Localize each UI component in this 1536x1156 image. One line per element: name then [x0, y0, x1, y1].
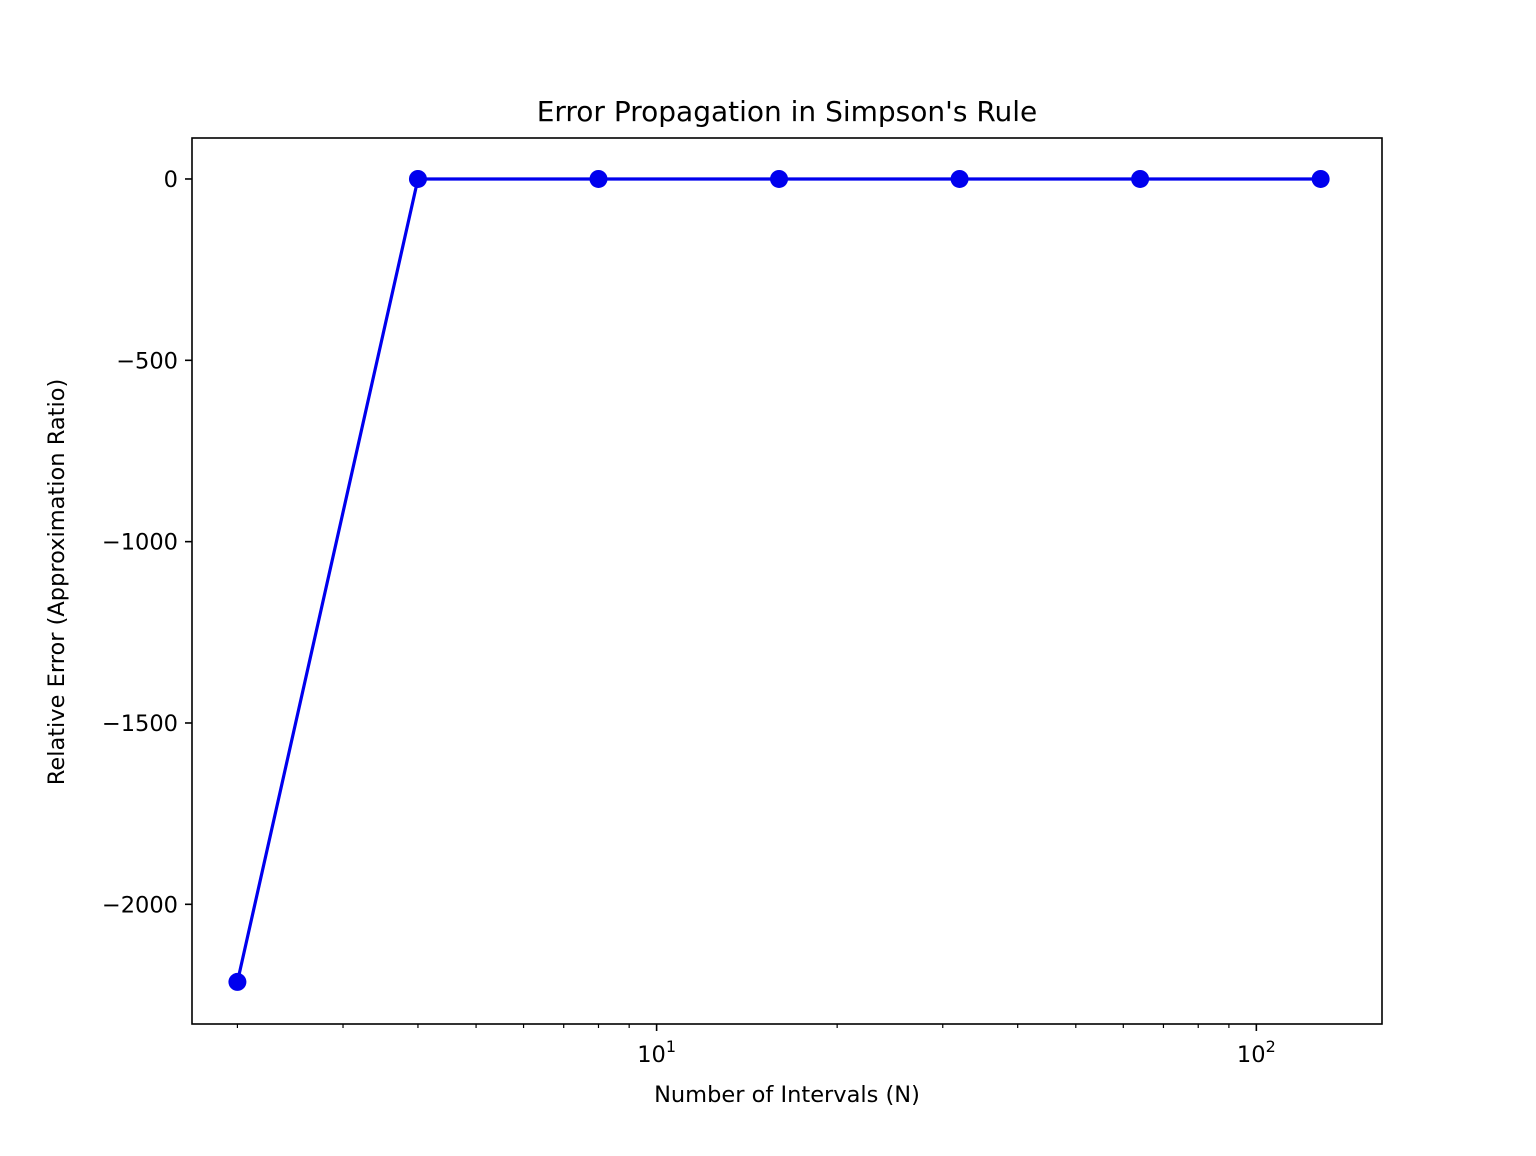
- data-point: [228, 972, 247, 991]
- x-tick-label: 101: [637, 1037, 676, 1068]
- x-axis: 101 102: [236, 1024, 1276, 1068]
- plot-area: [228, 169, 1330, 991]
- y-tick-label: 0: [164, 167, 178, 193]
- y-tick-label: −500: [116, 348, 178, 374]
- data-point: [1311, 169, 1330, 188]
- data-point: [770, 169, 789, 188]
- data-point: [589, 169, 608, 188]
- data-point: [950, 169, 969, 188]
- y-tick-label: −1000: [102, 530, 178, 556]
- y-axis: 0 −500 −1000 −1500 −2000: [102, 167, 192, 918]
- x-tick-label-base: 10: [1237, 1042, 1266, 1068]
- x-tick-label-exponent: 1: [666, 1037, 676, 1056]
- y-tick-label: −1500: [102, 711, 178, 737]
- x-axis-label: Number of Intervals (N): [654, 1082, 920, 1108]
- data-point: [1131, 169, 1150, 188]
- x-tick-label-base: 10: [637, 1042, 666, 1068]
- axes-frame: [191, 137, 1383, 1025]
- x-tick-label: 102: [1237, 1037, 1276, 1068]
- chart-title: Error Propagation in Simpson's Rule: [537, 95, 1038, 128]
- x-tick-label-exponent: 2: [1266, 1037, 1276, 1056]
- data-point: [408, 169, 427, 188]
- y-tick-label: −2000: [102, 892, 178, 918]
- y-axis-label: Relative Error (Approximation Ratio): [44, 379, 70, 786]
